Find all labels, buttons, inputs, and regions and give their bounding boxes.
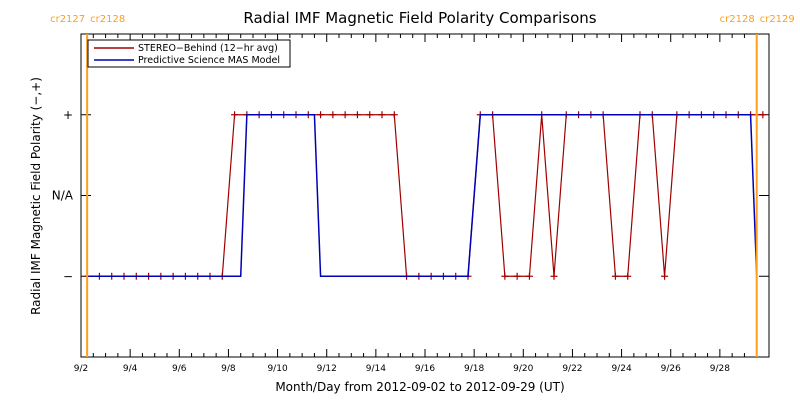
- x-tick-label: 9/24: [611, 364, 631, 374]
- stereo-data-point: [231, 111, 239, 119]
- x-tick-label: 9/20: [513, 364, 533, 374]
- stereo-data-point: [317, 111, 325, 119]
- series-line-mas: [87, 114, 758, 277]
- stereo-data-point: [611, 272, 619, 280]
- stereo-data-point: [390, 111, 398, 119]
- x-tick-label: 9/4: [123, 364, 138, 374]
- stereo-data-point: [353, 111, 361, 119]
- x-tick-label: 9/12: [317, 364, 337, 374]
- x-tick-label: 9/8: [221, 364, 236, 374]
- carrington-label-prev: cr2127: [50, 14, 85, 25]
- x-tick-label: 9/2: [74, 364, 88, 374]
- stereo-data-point: [759, 111, 767, 119]
- y-axis-label: Radial IMF Magnetic Field Polarity (−,+): [29, 77, 43, 315]
- carrington-label-next: cr2128: [90, 14, 125, 25]
- stereo-data-point: [624, 272, 632, 280]
- stereo-data-point: [501, 272, 509, 280]
- x-tick-label: 9/22: [562, 364, 582, 374]
- x-tick-label: 9/26: [661, 364, 681, 374]
- stereo-data-point: [513, 272, 521, 280]
- y-tick-label: −: [63, 269, 73, 283]
- series-layer: [83, 111, 767, 280]
- stereo-data-point: [525, 272, 533, 280]
- legend: STEREO−Behind (12−hr avg) Predictive Sci…: [87, 39, 291, 68]
- chart-title: Radial IMF Magnetic Field Polarity Compa…: [243, 9, 596, 27]
- stereo-data-point: [341, 111, 349, 119]
- y-tick-label: N/A: [52, 189, 74, 203]
- x-tick-label: 9/6: [172, 364, 187, 374]
- stereo-data-point: [661, 272, 669, 280]
- legend-box: [87, 39, 291, 68]
- x-tick-label: 9/10: [267, 364, 287, 374]
- x-axis-label: Month/Day from 2012-09-02 to 2012-09-29 …: [275, 380, 564, 394]
- y-tick-label: +: [63, 108, 73, 122]
- x-tick-label: 9/18: [464, 364, 484, 374]
- legend-label-mas: Predictive Science MAS Model: [138, 55, 280, 66]
- carrington-label-next: cr2129: [760, 14, 795, 25]
- carrington-label-prev: cr2128: [720, 14, 755, 25]
- stereo-data-point: [550, 272, 558, 280]
- carrington-markers: cr2127 cr2128 cr2128 cr2129: [50, 14, 795, 357]
- x-tick-label: 9/16: [415, 364, 435, 374]
- stereo-data-point: [329, 111, 337, 119]
- x-tick-label: 9/14: [366, 364, 386, 374]
- x-tick-label: 9/28: [710, 364, 730, 374]
- legend-label-stereo: STEREO−Behind (12−hr avg): [138, 43, 278, 54]
- stereo-data-point: [366, 111, 374, 119]
- stereo-data-point: [378, 111, 386, 119]
